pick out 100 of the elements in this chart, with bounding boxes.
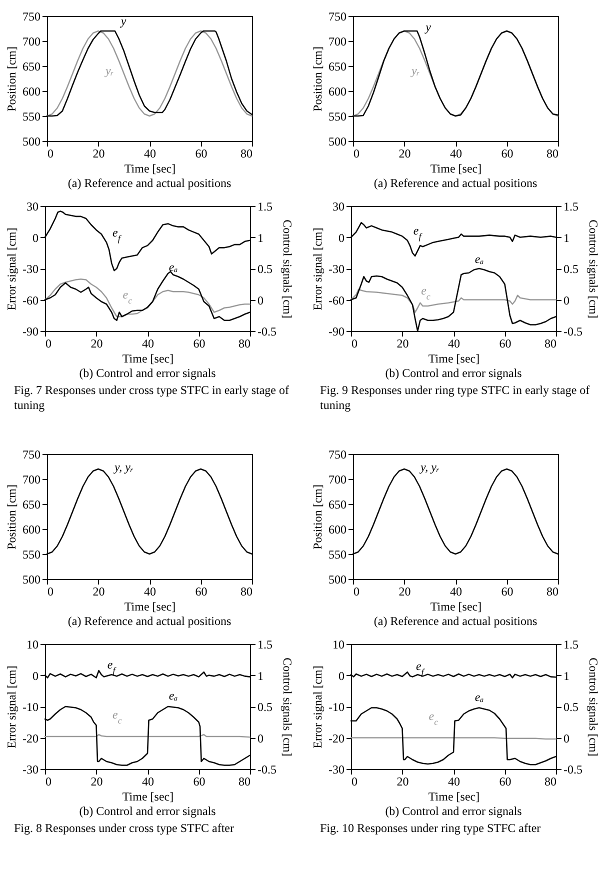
x-tick-label: 0 <box>48 584 54 598</box>
x-tick-label: 60 <box>499 336 512 350</box>
x-tick-label: 20 <box>396 774 409 788</box>
y-tick-label: 600 <box>328 522 346 536</box>
x-axis-title: Time [sec] <box>124 600 176 614</box>
x-axis-title: Time [sec] <box>430 162 482 176</box>
y2-tick-label: 0 <box>564 293 570 308</box>
x-tick-label: 60 <box>193 774 206 788</box>
y-tick-label: -30 <box>328 762 344 776</box>
y-axis-title: Position [cm] <box>310 46 324 112</box>
series-label: y, yᵣ <box>420 460 440 474</box>
x-axis-title: Time [sec] <box>428 352 480 366</box>
y-tick-label: 750 <box>22 10 40 24</box>
y-tick-label: 750 <box>328 448 346 462</box>
y-tick-label: -20 <box>22 731 38 746</box>
y2-tick-label: -0.5 <box>258 324 276 338</box>
text: (a) Reference and actual positions <box>68 176 232 190</box>
x-tick-label: 20 <box>396 336 409 350</box>
y2-tick-label: 0 <box>258 293 264 308</box>
y2-tick-label: 0.5 <box>564 700 578 714</box>
x-tick-label: 40 <box>142 336 154 350</box>
x-tick-label: 60 <box>499 774 512 788</box>
series-label: y, yᵣ <box>114 460 134 474</box>
series-label: eₐ <box>474 690 484 704</box>
y2-tick-label: 1.5 <box>564 200 578 214</box>
x-tick-label: 20 <box>398 146 411 160</box>
text: (b) Control and error signals <box>79 366 216 380</box>
x-tick-label: 0 <box>46 336 52 350</box>
y2-tick-label: 1 <box>258 230 264 245</box>
x-tick-label: 0 <box>354 584 360 598</box>
series-label: e$_{c}$ <box>428 708 438 727</box>
x-axis-title: Time [sec] <box>122 790 174 804</box>
series-label: eₐ <box>168 688 178 703</box>
x-tick-label: 80 <box>240 146 252 160</box>
y-tick-label: -60 <box>22 293 38 308</box>
x-tick-label: 40 <box>448 774 460 788</box>
x-tick-label: 20 <box>398 584 411 598</box>
y-tick-label: 600 <box>328 84 346 98</box>
x-axis-title: Time [sec] <box>430 600 482 614</box>
y2-tick-label: 1 <box>564 230 570 245</box>
text: (a) Reference and actual positions <box>68 614 232 628</box>
y2-tick-label: 0 <box>258 731 264 746</box>
series-label: y <box>120 14 127 28</box>
y-tick-label: 650 <box>328 498 346 512</box>
y-axis-title: Position [cm] <box>4 484 18 550</box>
x-axis-title: Time [sec] <box>428 790 480 804</box>
y-tick-label: 0 <box>338 230 344 245</box>
y-tick-label: 550 <box>22 110 40 124</box>
series-label: eₐ <box>474 252 484 266</box>
text: (b) Control and error signals <box>385 804 522 818</box>
x-tick-label: 40 <box>144 584 156 598</box>
series-label: e$_{f}$ <box>112 225 122 244</box>
y2-tick-label: 1.5 <box>564 638 578 652</box>
y-tick-label: 700 <box>22 34 40 48</box>
text: (b) Control and error signals <box>385 366 522 380</box>
x-tick-label: 80 <box>238 336 250 350</box>
x-tick-label: 80 <box>544 336 556 350</box>
y2-tick-label: 1 <box>258 668 264 683</box>
text: (b) Control and error signals <box>79 804 216 818</box>
y-tick-label: 30 <box>26 200 38 214</box>
x-tick-label: 60 <box>501 146 514 160</box>
y2-axis-title: Control signals [cm] <box>586 658 600 756</box>
y2-axis-title: Control signals [cm] <box>280 658 294 756</box>
x-tick-label: 0 <box>46 774 52 788</box>
y2-tick-label: 0.5 <box>258 700 272 714</box>
series-label: e$_{c}$ <box>122 288 132 306</box>
caption: Fig. 10 Responses under ring type STFC after <box>320 821 542 836</box>
y-axis-title: Position [cm] <box>310 484 324 550</box>
series-label: yᵣ <box>410 64 420 78</box>
y-tick-label: -10 <box>328 700 344 714</box>
y-tick-label: 700 <box>22 472 40 486</box>
x-tick-label: 0 <box>352 336 358 350</box>
y-tick-label: 600 <box>22 84 40 98</box>
y-tick-label: 500 <box>328 572 346 586</box>
y2-tick-label: 1.5 <box>258 200 272 214</box>
x-axis-title: Time [sec] <box>124 162 176 176</box>
caption: Fig. 9 Responses under ring type STFC in early stage of tuning <box>320 383 591 413</box>
text: (a) Reference and actual positions <box>374 176 538 190</box>
y-tick-label: 550 <box>328 110 346 124</box>
y-axis-title: Error signal [cm] <box>4 666 19 748</box>
x-axis-title: Time [sec] <box>122 352 174 366</box>
y-tick-label: -90 <box>22 324 38 338</box>
y-tick-label: 650 <box>22 60 40 74</box>
y-tick-label: 10 <box>26 638 38 652</box>
y-tick-label: 500 <box>22 134 40 148</box>
y2-tick-label: 0.5 <box>258 262 272 276</box>
x-tick-label: 0 <box>352 774 358 788</box>
y-tick-label: 750 <box>328 10 346 24</box>
y-tick-label: -60 <box>328 293 344 308</box>
x-tick-label: 80 <box>546 146 558 160</box>
y2-axis-title: Control signals [cm] <box>280 220 294 318</box>
y-tick-label: -30 <box>328 262 344 276</box>
y-tick-label: 550 <box>328 548 346 562</box>
y-tick-label: -10 <box>22 700 38 714</box>
x-tick-label: 0 <box>354 146 360 160</box>
x-tick-label: 20 <box>92 584 105 598</box>
x-tick-label: 80 <box>546 584 558 598</box>
y-tick-label: 30 <box>332 200 344 214</box>
series-label: y <box>424 20 432 34</box>
x-tick-label: 0 <box>48 146 54 160</box>
